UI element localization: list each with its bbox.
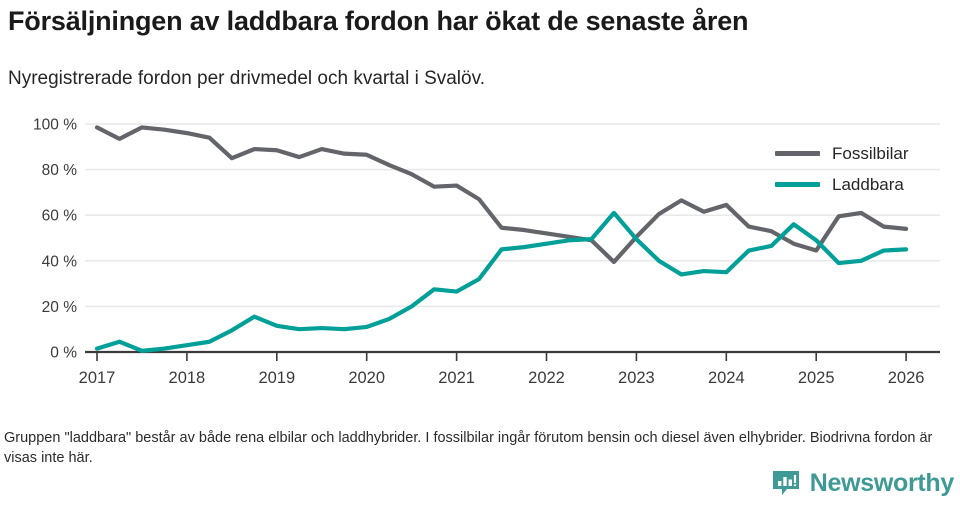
- newsworthy-bubble-icon: [772, 471, 799, 495]
- legend-item-laddbara[interactable]: Laddbara: [775, 169, 955, 200]
- x-tick-label: 2020: [348, 369, 385, 387]
- chart-legend: Fossilbilar Laddbara: [775, 138, 955, 200]
- y-tick-label: 100 %: [33, 117, 77, 134]
- x-tick-label: 2022: [528, 369, 565, 387]
- line-chart-svg: 0 % 20 % 40 % 60 % 80 % 100 % 2017 2018 2019 2020…: [33, 117, 940, 387]
- page-title: Försäljningen av laddbara fordon har öka…: [8, 6, 749, 36]
- y-tick-label: 40 %: [42, 253, 78, 270]
- legend-item-fossilbilar[interactable]: Fossilbilar: [775, 138, 955, 169]
- brand-logo[interactable]: Newsworthy: [771, 468, 954, 498]
- series-line-laddbara: [94, 210, 909, 353]
- x-tick-label: 2023: [618, 369, 655, 387]
- chart-footnote: Gruppen "laddbara" består av både rena e…: [4, 430, 933, 466]
- x-tick-label: 2019: [258, 369, 295, 387]
- y-tick-label: 80 %: [42, 162, 78, 179]
- y-tick-label: 20 %: [42, 299, 78, 316]
- legend-label-laddbara: Laddbara: [832, 174, 904, 194]
- legend-label-fossilbilar: Fossilbilar: [832, 143, 909, 163]
- x-tick-label: 2026: [888, 369, 925, 387]
- x-tick-label: 2025: [798, 369, 835, 387]
- y-tick-label: 60 %: [42, 208, 78, 225]
- brand-name: Newsworthy: [809, 468, 955, 497]
- legend-swatch-fossilbilar: [775, 151, 820, 156]
- y-tick-label: 0 %: [50, 345, 77, 362]
- chart-plot-area: 0 % 20 % 40 % 60 % 80 % 100 % 2017 2018 2019 2020…: [0, 105, 960, 395]
- x-tick-label: 2021: [438, 369, 475, 387]
- legend-swatch-laddbara: [775, 182, 820, 187]
- x-tick-label: 2018: [169, 369, 206, 387]
- chart-subtitle: Nyregistrerade fordon per drivmedel och …: [8, 68, 485, 89]
- x-tick-label: 2024: [708, 369, 745, 387]
- series-line-fossilbilar: [94, 125, 909, 265]
- x-tick-label: 2017: [79, 369, 116, 387]
